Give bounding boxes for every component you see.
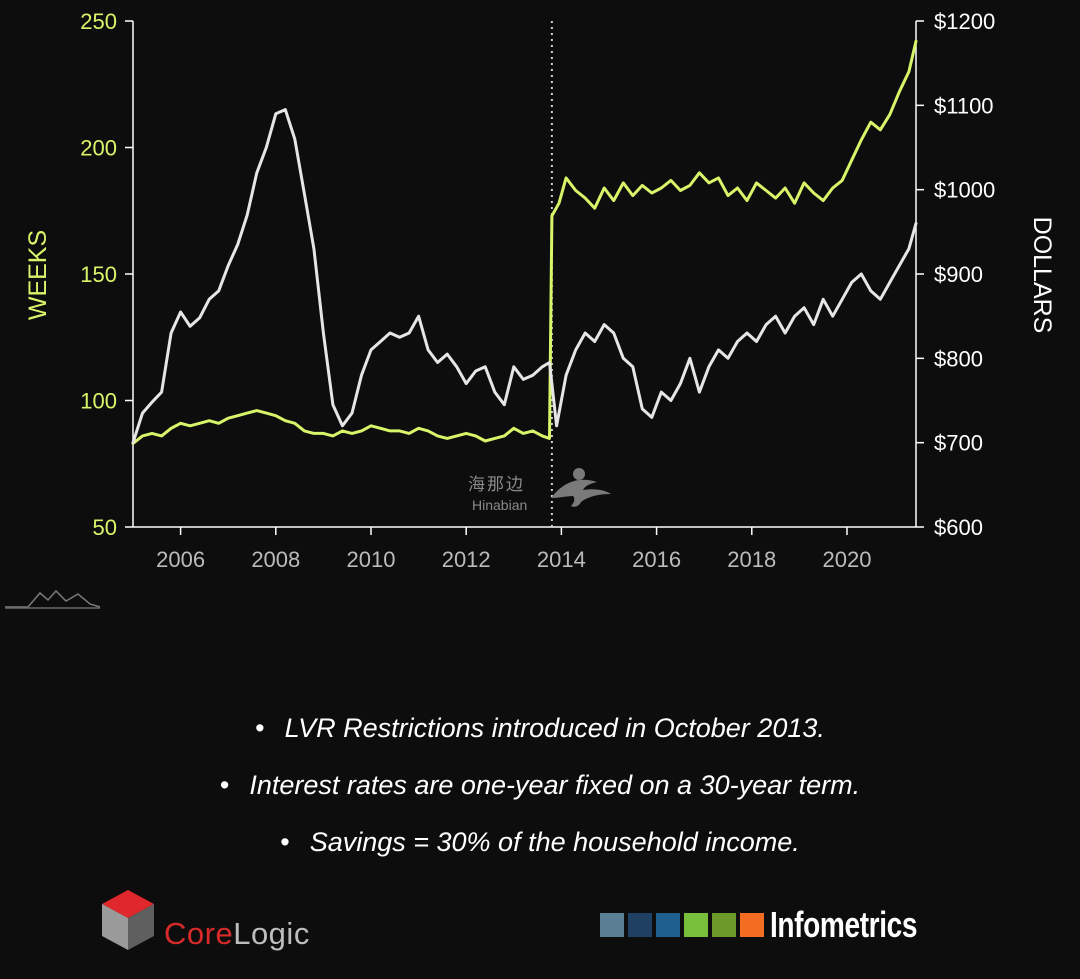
bullet: •	[219, 770, 230, 800]
infometrics-square	[740, 913, 764, 937]
x-tick-label: 2006	[156, 547, 205, 572]
x-tick-label: 2008	[251, 547, 300, 572]
x-tick-label: 2018	[727, 547, 776, 572]
note-interest: • Interest rates are one-year fixed on a …	[0, 757, 1080, 814]
x-tick-label: 2010	[347, 547, 396, 572]
watermark: 海那边 Hinabian	[468, 470, 527, 513]
corelogic-cube-icon	[102, 890, 154, 950]
infometrics-square	[712, 913, 736, 937]
y-left-tick-label: 50	[93, 515, 117, 540]
series-layer	[131, 39, 918, 445]
y-left-tick-label: 100	[80, 389, 117, 414]
y-left-tick-label: 150	[80, 262, 117, 287]
bullet: •	[280, 827, 290, 857]
tick-layer: 250 200 150 100 50 $1200 $1100 $1000 $900 $800 $70…	[24, 9, 1056, 572]
x-tick-label: 2016	[632, 547, 681, 572]
note-text: Savings = 30% of the household income.	[309, 827, 800, 857]
watermark-chinese: 海那边	[468, 475, 525, 494]
y-right-tick-label: $800	[934, 346, 983, 371]
y-right-axis-title: DOLLARS	[1028, 217, 1056, 334]
y-left-axis-title: WEEKS	[24, 230, 52, 320]
note-savings: • Savings = 30% of the household income.	[0, 814, 1080, 871]
y-right-tick-label: $1200	[934, 9, 995, 34]
infometrics-square	[628, 913, 652, 937]
note-text: LVR Restrictions introduced in October 2…	[284, 713, 825, 743]
axes	[132, 21, 917, 528]
x-tick-label: 2012	[442, 547, 491, 572]
series-dollars-line	[131, 108, 918, 445]
bullet: •	[255, 713, 265, 743]
series-weeks-line	[131, 39, 918, 445]
x-tick-label: 2020	[823, 547, 872, 572]
corelogic-core: Core	[164, 916, 234, 951]
notes: • LVR Restrictions introduced in October …	[0, 700, 1080, 871]
infometrics-text: Infometrics	[770, 904, 918, 945]
y-right-tick-label: $600	[934, 515, 983, 540]
corelogic-logo: CoreLogic	[98, 888, 309, 952]
y-right-tick-label: $1100	[934, 93, 994, 118]
infometrics-square	[684, 913, 708, 937]
x-tick-label: 2014	[537, 547, 586, 572]
y-left-tick-label: 250	[80, 9, 117, 34]
infometrics-square	[600, 913, 624, 937]
bird-icon	[551, 468, 611, 507]
infometrics-logo: Infometrics	[600, 904, 959, 945]
note-text: Interest rates are one-year fixed on a 3…	[249, 770, 861, 800]
corelogic-logic: Logic	[233, 916, 310, 951]
y-right-tick-label: $1000	[934, 178, 995, 203]
chart: 250 200 150 100 50 $1200 $1100 $1000 $900 $800 $70…	[5, 9, 1056, 609]
y-right-tick-label: $900	[934, 262, 983, 287]
note-lvr: • LVR Restrictions introduced in October …	[0, 700, 1080, 757]
mountain-icon	[5, 589, 101, 608]
infometrics-square	[656, 913, 680, 937]
y-left-tick-label: 200	[80, 136, 117, 161]
watermark-latin: Hinabian	[472, 497, 528, 513]
y-right-tick-label: $700	[934, 431, 983, 456]
